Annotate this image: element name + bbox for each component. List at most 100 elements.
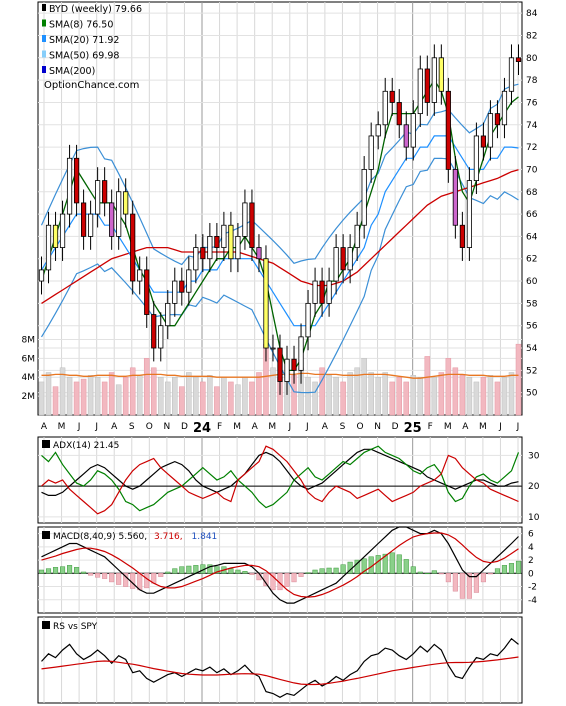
candle-body [80, 202, 87, 237]
price-y-tick-label: 66 [526, 210, 538, 220]
candle-body [438, 57, 444, 92]
panel-y-tick-label: 30 [528, 451, 540, 461]
adx-y-ticks: 10 20 30 [528, 451, 540, 522]
volume-bar [158, 376, 164, 416]
macd-hist-bar [228, 568, 234, 574]
candle-body [45, 224, 52, 271]
candle-body [263, 258, 269, 349]
price-y-tick-label: 84 [526, 9, 538, 19]
x-tick-label: 25 [404, 421, 422, 436]
macd-hist-bar [480, 573, 486, 583]
candle-body [235, 236, 241, 260]
x-tick-label: A [252, 422, 259, 432]
x-tick-label: 24 [193, 421, 211, 436]
volume-bar [52, 386, 59, 416]
volume-bar [410, 375, 417, 416]
macd-hist-bar [249, 573, 255, 575]
legend-swatch [42, 66, 46, 73]
macd-hist-bar [207, 564, 213, 574]
volume-bar [270, 367, 276, 416]
macd-hist-bar [382, 553, 388, 574]
panel-y-tick-label: 0 [528, 569, 534, 579]
price-y-tick-label: 82 [526, 31, 537, 41]
candle-body [508, 57, 515, 92]
macd-hist-value: 1.841 [192, 532, 218, 542]
volume-bar [235, 384, 241, 416]
rs-lines [41, 637, 519, 698]
macd-hist-bar [123, 573, 129, 587]
macd-hist-bar [375, 555, 381, 574]
volume-bar [459, 375, 466, 416]
macd-hist-bar [214, 566, 220, 574]
candle-body [200, 247, 206, 260]
macd-panel: 6 4 2 0 -2 -4 MACD(8,40,9) 5.560, 3.716, 1.84… [37, 526, 537, 614]
legend-swatch [42, 50, 46, 58]
candle-body [389, 90, 395, 103]
volume-bar [59, 367, 66, 416]
candle-body [354, 224, 360, 248]
macd-hist-bar [88, 573, 94, 576]
rs-legend-swatch [42, 621, 50, 629]
candle-body [305, 302, 311, 338]
candle-body [270, 347, 276, 350]
panel-y-tick-label: 20 [528, 482, 540, 492]
adx-panel: 10 20 30 ADX(14) 21.45 [37, 436, 540, 524]
x-tick-label: D [392, 422, 399, 432]
candle-body [221, 224, 227, 248]
legend-swatch [42, 19, 46, 27]
price-y-tick-label: 62 [526, 255, 537, 265]
volume-bar [347, 372, 353, 416]
volume-bar [66, 376, 73, 416]
candle-body [144, 269, 150, 315]
sma20-line [40, 135, 519, 327]
candle-body [312, 280, 318, 304]
candle-body [193, 247, 199, 271]
macd-y-ticks: 6 4 2 0 -2 -4 [528, 530, 537, 606]
x-tick-label: S [340, 422, 346, 432]
volume-bar [80, 378, 87, 416]
macd-hist-bar [242, 571, 248, 574]
volume-bar [150, 367, 157, 416]
volume-bar [424, 356, 431, 416]
candle-body [186, 269, 192, 293]
candle-body [73, 157, 80, 204]
volume-bar [101, 381, 108, 416]
volume-bar [417, 376, 424, 416]
candle-body [333, 247, 339, 282]
candle-body [347, 247, 353, 271]
candle-body [38, 269, 45, 282]
volume-bar [207, 375, 213, 416]
macd-hist-bar [165, 571, 171, 574]
candle-body [494, 113, 501, 126]
macd-lines [41, 526, 519, 604]
candle-body [95, 180, 101, 215]
volume-y-tick-label: 2M [22, 392, 36, 402]
candle-body [515, 57, 522, 63]
candle-body [368, 135, 374, 170]
candle-body [480, 135, 487, 148]
candle-body [116, 191, 122, 237]
candle-body [109, 202, 115, 237]
volume-bar [228, 381, 234, 416]
macd-hist-bar [179, 566, 185, 574]
x-tick-label: M [58, 422, 66, 432]
legend-entry: SMA(50) 69.98 [49, 51, 119, 62]
candle-body [396, 102, 402, 126]
candle-body [284, 358, 290, 382]
volume-bar [242, 376, 248, 416]
volume-bar [487, 375, 494, 416]
candle-body [473, 135, 480, 181]
candle-body [228, 224, 234, 260]
candle-body [123, 191, 129, 215]
volume-bar [389, 381, 395, 416]
upper-band-line [40, 83, 519, 266]
candle-body [466, 180, 472, 248]
candle-body [431, 57, 437, 103]
price-y-tick-label: 70 [526, 165, 538, 175]
candle-body [66, 157, 73, 215]
volume-y-tick-label: 4M [22, 373, 36, 383]
candle-body [487, 113, 494, 148]
price-y-tick-label: 56 [526, 322, 538, 332]
volume-bar [38, 381, 45, 416]
